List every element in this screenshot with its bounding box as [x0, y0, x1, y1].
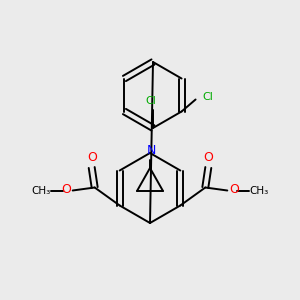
Text: Cl: Cl [146, 96, 156, 106]
Text: O: O [230, 183, 239, 196]
Text: CH₃: CH₃ [31, 185, 50, 196]
Text: CH₃: CH₃ [250, 185, 269, 196]
Text: O: O [87, 151, 97, 164]
Text: Cl: Cl [202, 92, 213, 101]
Text: O: O [61, 183, 70, 196]
Text: O: O [203, 151, 213, 164]
Text: N: N [146, 145, 156, 158]
